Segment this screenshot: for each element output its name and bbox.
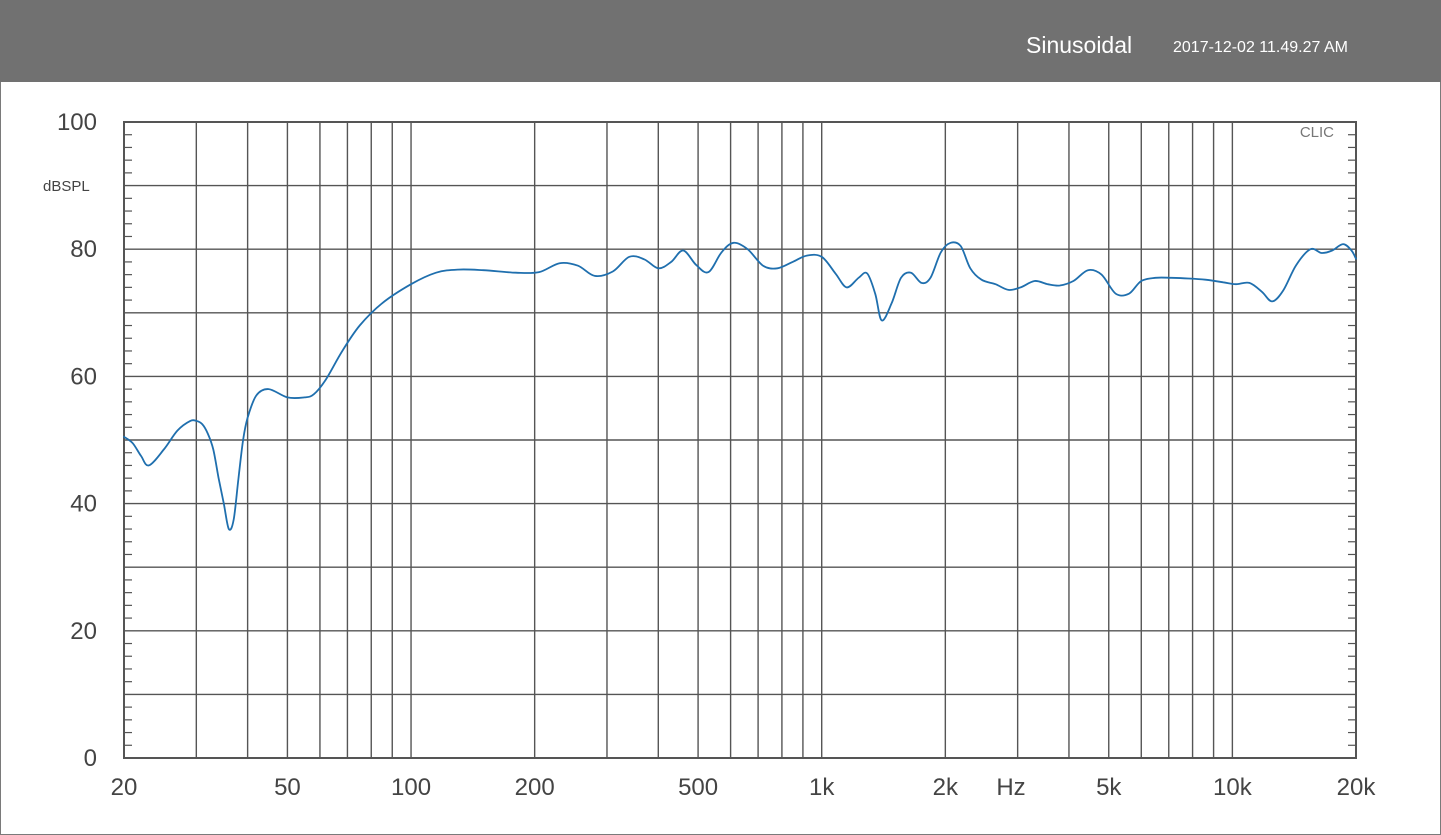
- header-bar: Sinusoidal 2017-12-02 11.49.27 AM: [0, 0, 1441, 82]
- x-tick-label: 10k: [1213, 774, 1253, 801]
- y-tick-label: 0: [84, 745, 97, 772]
- x-tick-label: 20: [111, 774, 138, 801]
- plot-area-border: [123, 121, 1357, 759]
- chart-minor-ticks: [124, 134, 1356, 746]
- x-tick-labels: 20 50 100 200 500 1k 2k 5k 10k 20k: [111, 774, 1377, 801]
- response-curve: [123, 241, 1357, 531]
- y-tick-label: 40: [70, 491, 97, 518]
- x-tick-label: 1k: [809, 774, 835, 801]
- x-tick-label: 50: [274, 774, 301, 801]
- y-tick-labels: 0 20 40 60 80 100: [57, 109, 97, 772]
- measurement-mode: Sinusoidal: [1026, 32, 1133, 58]
- x-tick-label: 200: [515, 774, 555, 801]
- y-tick-label: 80: [70, 236, 97, 263]
- x-tick-label: 5k: [1096, 774, 1122, 801]
- y-tick-label: 60: [70, 363, 97, 390]
- x-tick-label: 100: [391, 774, 431, 801]
- clio-watermark: CLIC: [1300, 124, 1334, 141]
- x-tick-label: 20k: [1337, 774, 1377, 801]
- chart-grid: [124, 122, 1356, 758]
- x-axis-label: Hz: [996, 774, 1025, 801]
- y-tick-label: 20: [70, 618, 97, 645]
- measurement-timestamp: 2017-12-02 11.49.27 AM: [1173, 39, 1348, 56]
- x-tick-label: 500: [678, 774, 718, 801]
- y-axis-label: dBSPL: [43, 178, 90, 195]
- y-tick-label: 100: [57, 109, 97, 136]
- x-tick-label: 2k: [933, 774, 959, 801]
